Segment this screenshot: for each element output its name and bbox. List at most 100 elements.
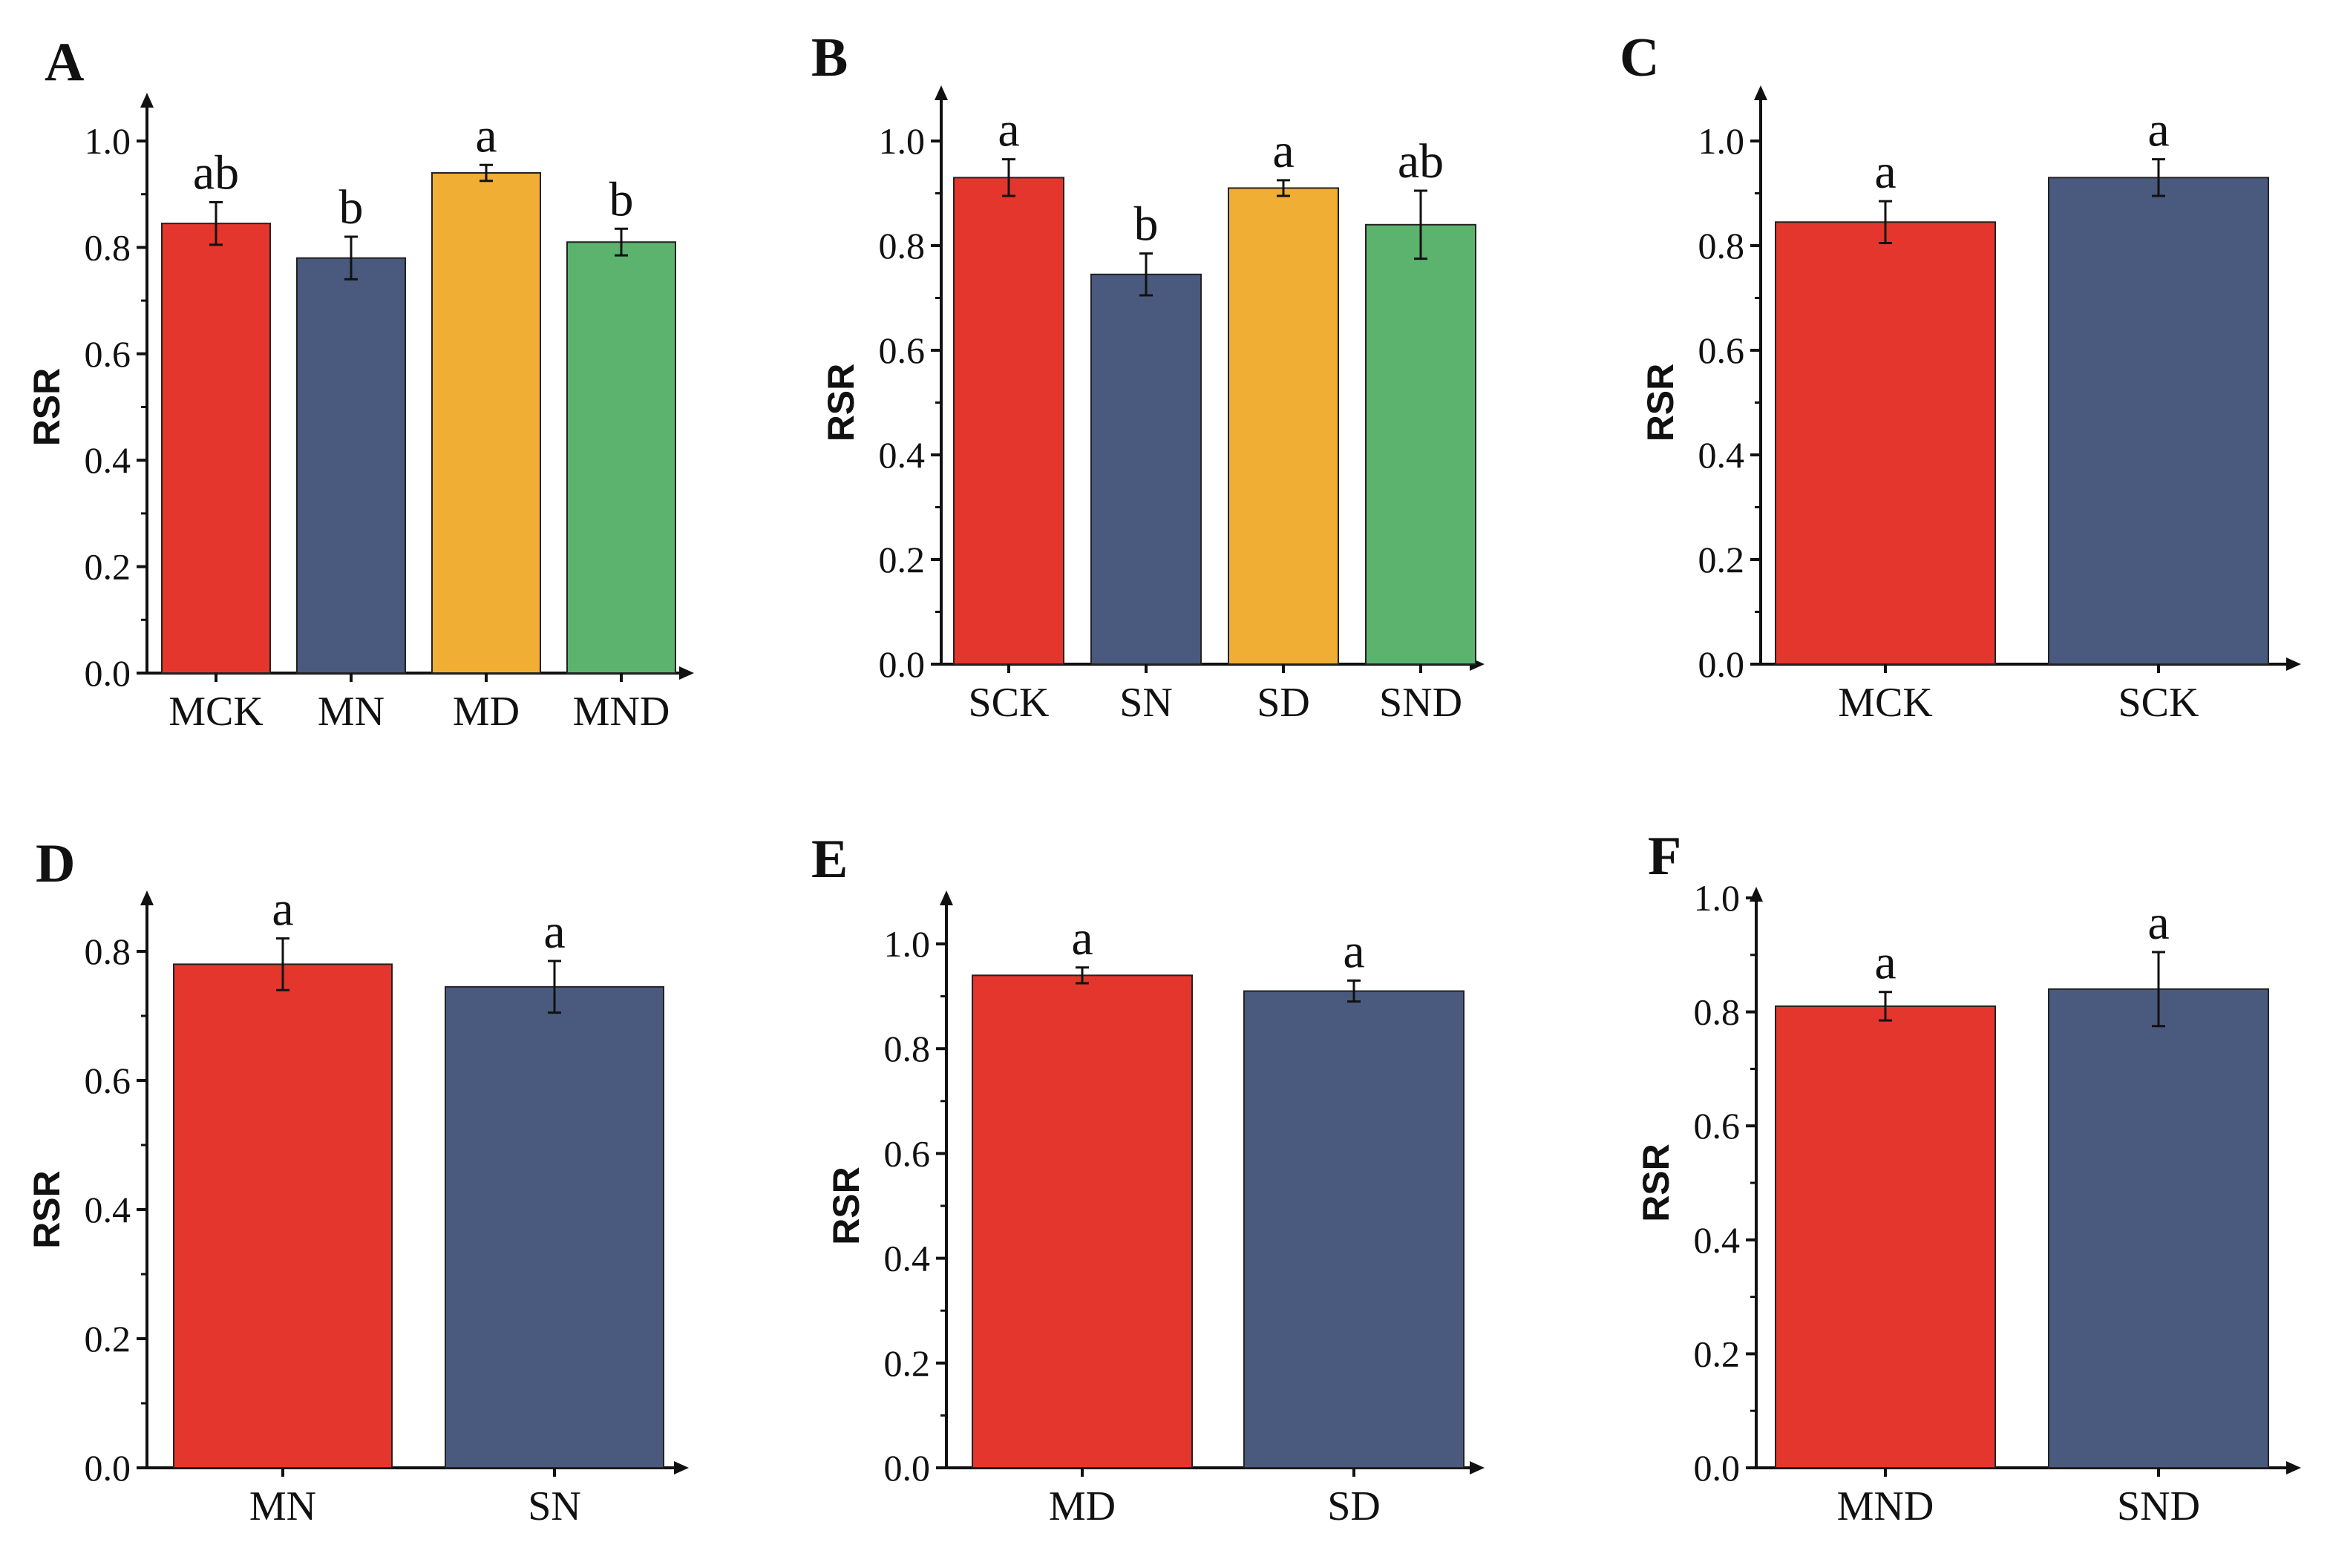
x-tick-label: MD [453, 689, 520, 735]
y-tick-label: 0.0 [879, 643, 926, 685]
y-tick-label: 0.2 [884, 1342, 931, 1384]
y-tick-label: 0.8 [1698, 225, 1745, 266]
bar-sd [1228, 187, 1339, 665]
y-tick-label: 0.6 [1694, 1105, 1741, 1147]
x-tick-label: MN [249, 1483, 316, 1529]
significance-label: a [543, 905, 565, 959]
y-tick-label: 0.2 [85, 546, 131, 588]
bar-sck [2048, 177, 2269, 666]
bar-md [972, 974, 1193, 1469]
y-tick-label: 0.2 [879, 539, 926, 580]
x-tick-label: SND [1379, 680, 1462, 726]
y-tick-label: 1.0 [1694, 877, 1741, 919]
y-tick-label: 0.4 [85, 1189, 131, 1230]
y-axis-title: RSR [1635, 1144, 1677, 1222]
y-tick-label: 0.2 [1698, 539, 1745, 580]
significance-label: b [1134, 197, 1159, 252]
y-tick-label: 1.0 [1698, 120, 1745, 162]
panel-c: C 0.0 0.2 0.4 0.6 0.8 1.0 RSR a MCK a SCK [1620, 27, 2301, 726]
x-tick-label: MND [1837, 1483, 1934, 1529]
y-tick-label: 0.2 [1694, 1333, 1741, 1374]
significance-label: b [339, 180, 364, 234]
x-axis-arrow-icon [674, 1461, 689, 1474]
bar-mck [1775, 221, 1996, 665]
bar-mnd [566, 241, 676, 675]
x-tick-label: MN [318, 689, 384, 735]
y-axis-title: RSR [26, 1170, 68, 1249]
y-tick-label: 0.4 [1694, 1219, 1741, 1261]
y-axis-title: RSR [820, 364, 862, 442]
x-tick-label: MD [1049, 1483, 1116, 1529]
y-tick-label: 0.8 [85, 931, 131, 972]
y-axis-arrow-icon [1754, 85, 1767, 100]
x-tick-label: MND [573, 689, 670, 735]
panel-a: A 0.0 0.2 0.4 0.6 0.8 1.0 RSR ab MCK b MN a MD b MND [26, 32, 694, 735]
x-tick-label: SCK [2118, 680, 2199, 726]
x-tick-label: SN [1119, 680, 1173, 726]
bar-sn [1090, 273, 1202, 665]
significance-label: a [1343, 924, 1364, 978]
panel-b: B 0.0 0.2 0.4 0.6 0.8 1.0 RSR a SCK b SN a SD ab SND [811, 27, 1485, 726]
y-tick-label: 0.8 [884, 1028, 931, 1069]
y-tick-label: 0.4 [85, 439, 131, 481]
y-tick-label: 0.4 [1698, 434, 1745, 476]
y-tick-label: 0.0 [1694, 1447, 1741, 1489]
x-tick-label: SND [2117, 1483, 2200, 1529]
x-axis-arrow-icon [679, 666, 694, 680]
bar-snd [2048, 988, 2269, 1469]
panel-d: D 0.0 0.2 0.4 0.6 0.8 RSR a MN a SN [26, 833, 689, 1529]
x-tick-label: MCK [168, 689, 264, 735]
y-tick-label: 0.6 [1698, 329, 1745, 371]
y-tick-label: 0.6 [85, 1060, 131, 1101]
significance-label: ab [193, 145, 239, 200]
significance-label: a [1071, 911, 1093, 965]
y-axis-title: RSR [26, 368, 68, 447]
y-axis-arrow-icon [140, 93, 154, 108]
panel-label: F [1648, 826, 1681, 887]
significance-label: a [1874, 936, 1896, 990]
x-axis-arrow-icon [2286, 657, 2301, 671]
significance-label: b [609, 172, 634, 226]
y-tick-label: 0.0 [85, 652, 131, 694]
y-tick-label: 0.6 [85, 333, 131, 375]
y-tick-label: 0.0 [884, 1447, 931, 1489]
bar-sn [445, 985, 664, 1469]
significance-label: a [272, 882, 293, 936]
y-tick-label: 1.0 [85, 120, 131, 162]
significance-label: a [1272, 124, 1294, 178]
y-tick-label: 0.8 [1694, 991, 1741, 1033]
bar-mn [296, 257, 406, 674]
y-tick-label: 0.6 [884, 1132, 931, 1174]
y-tick-label: 0.8 [879, 225, 926, 266]
y-axis-title: RSR [1640, 364, 1681, 442]
panel-label: C [1620, 27, 1659, 88]
bar-md [431, 172, 541, 674]
significance-label: a [2147, 896, 2169, 950]
significance-label: a [475, 108, 497, 163]
x-axis-arrow-icon [2286, 1461, 2301, 1474]
x-tick-label: SCK [969, 680, 1050, 726]
bar-snd [1365, 223, 1476, 665]
y-tick-label: 0.2 [85, 1318, 131, 1359]
panel-f: F 0.0 0.2 0.4 0.6 0.8 1.0 RSR a MND a SND [1635, 826, 2301, 1529]
x-tick-label: SN [528, 1483, 581, 1529]
bar-mck [161, 223, 271, 674]
y-axis-arrow-icon [935, 85, 948, 100]
panel-label: D [36, 833, 75, 894]
panel-label: B [811, 27, 848, 88]
y-axis-arrow-icon [940, 890, 953, 905]
bar-sck [953, 177, 1064, 666]
y-tick-label: 1.0 [879, 120, 926, 162]
panel-label: A [45, 32, 84, 93]
y-tick-label: 0.0 [85, 1447, 131, 1489]
y-tick-label: 1.0 [884, 923, 931, 965]
significance-label: ab [1398, 134, 1444, 188]
y-tick-label: 0.0 [1698, 643, 1745, 685]
y-axis-title: RSR [825, 1167, 867, 1245]
x-tick-label: SD [1257, 680, 1310, 726]
bar-sd [1243, 990, 1465, 1469]
x-tick-label: SD [1327, 1483, 1381, 1529]
panel-e: E 0.0 0.2 0.4 0.6 0.8 1.0 RSR a MD a SD [811, 829, 1485, 1529]
significance-label: a [1874, 145, 1896, 199]
